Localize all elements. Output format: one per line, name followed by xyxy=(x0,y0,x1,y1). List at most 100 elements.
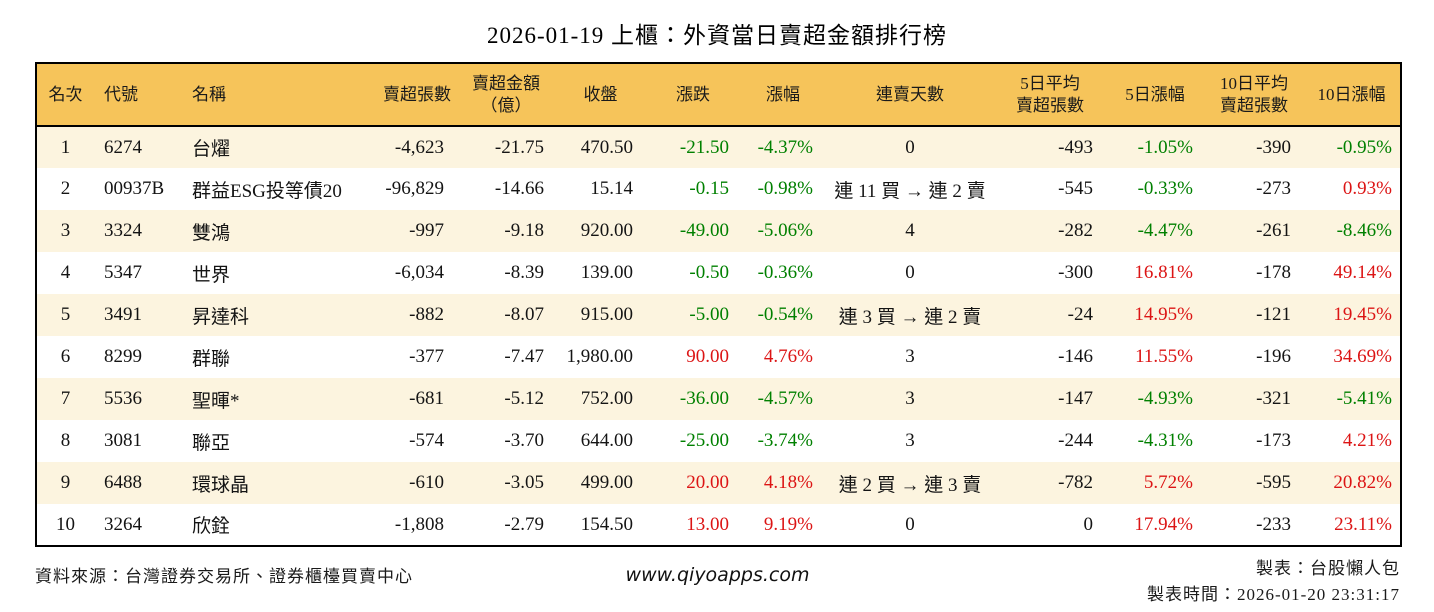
cell-change: -36.00 xyxy=(679,388,729,409)
col-header-code: 代號 xyxy=(94,63,186,127)
cell-rank: 1 xyxy=(60,136,71,158)
cell-avg5: -282 xyxy=(1058,220,1093,241)
cell-avg10: -261 xyxy=(1256,220,1291,241)
cell-close: 499.00 xyxy=(580,472,633,493)
cell-sell-volume: -96,829 xyxy=(385,178,444,199)
cell-change-pct: 4.76% xyxy=(763,346,813,367)
cell-avg10: -390 xyxy=(1256,136,1291,158)
cell-avg5: -545 xyxy=(1058,178,1093,199)
cell-change-pct: -4.57% xyxy=(757,388,813,409)
cell-sell-volume: -882 xyxy=(409,304,444,325)
cell-close: 470.50 xyxy=(580,136,633,158)
cell-sell-volume: -681 xyxy=(409,388,444,409)
cell-code: 6274 xyxy=(104,136,142,158)
cell-name: 環球晶 xyxy=(192,474,250,496)
cell-sell-volume: -6,034 xyxy=(394,262,444,283)
cell-change-pct: -3.74% xyxy=(757,430,813,451)
cell-change: -0.50 xyxy=(689,262,729,283)
col-header-change: 漲跌 xyxy=(645,63,741,127)
table-row: 1 6274 台燿 -4,623 -21.75 470.50 -21.50 -4.37% 0 -4… xyxy=(36,126,1401,168)
table-header: 名次 代號 名稱 賣超張數 賣超金額 （億） 收盤 漲跌 漲幅 連賣天數 5日平… xyxy=(36,63,1401,127)
cell-sell-amount: -8.39 xyxy=(504,262,544,283)
cell-pct10: 23.11% xyxy=(1334,513,1392,535)
cell-avg10: -595 xyxy=(1256,472,1291,493)
cell-sell-amount: -7.47 xyxy=(504,346,544,367)
cell-name: 聯亞 xyxy=(192,432,231,454)
cell-close: 139.00 xyxy=(580,262,633,283)
cell-pct5: 5.72% xyxy=(1143,472,1193,493)
col-header-change-pct: 漲幅 xyxy=(741,63,825,127)
cell-code: 3264 xyxy=(104,513,142,535)
cell-sell-volume: -574 xyxy=(409,430,444,451)
cell-pct5: -0.33% xyxy=(1137,178,1193,199)
cell-sell-volume: -1,808 xyxy=(394,513,444,535)
cell-sell-volume: -610 xyxy=(409,472,444,493)
cell-pct10: 20.82% xyxy=(1333,472,1392,493)
cell-pct10: 0.93% xyxy=(1342,178,1392,199)
cell-sell-amount: -2.79 xyxy=(504,513,544,535)
cell-avg10: -173 xyxy=(1256,430,1291,451)
cell-pct10: 4.21% xyxy=(1342,430,1392,451)
cell-name: 世界 xyxy=(192,264,231,286)
cell-code: 5347 xyxy=(104,262,142,283)
cell-avg5: -300 xyxy=(1058,262,1093,283)
table-row: 2 00937B 群益ESG投等債20 -96,829 -14.66 15.14 -0.15… xyxy=(36,168,1401,210)
cell-rank: 4 xyxy=(60,262,71,283)
cell-change: -49.00 xyxy=(679,220,729,241)
cell-streak: 3 xyxy=(905,430,915,451)
cell-change-pct: -0.98% xyxy=(757,178,813,199)
cell-code: 6488 xyxy=(104,472,142,493)
cell-change: -21.50 xyxy=(679,136,729,158)
cell-change-pct: -5.06% xyxy=(757,220,813,241)
col-header-avg10: 10日平均 賣超張數 xyxy=(1205,63,1303,127)
cell-avg10: -178 xyxy=(1256,262,1291,283)
cell-rank: 6 xyxy=(60,346,71,367)
page-title: 2026-01-19 上櫃：外資當日賣超金額排行榜 xyxy=(486,23,948,48)
cell-close: 752.00 xyxy=(580,388,633,409)
cell-code: 3324 xyxy=(104,220,142,241)
cell-close: 154.50 xyxy=(580,513,633,535)
cell-streak: 0 xyxy=(905,136,915,158)
cell-sell-volume: -997 xyxy=(409,220,444,241)
cell-sell-amount: -21.75 xyxy=(494,136,544,158)
cell-name: 昇達科 xyxy=(192,306,250,328)
cell-pct10: -8.46% xyxy=(1336,220,1392,241)
cell-change: 13.00 xyxy=(686,513,729,535)
table-row: 9 6488 環球晶 -610 -3.05 499.00 20.00 4.18% 連 2 買 →… xyxy=(36,462,1401,504)
cell-avg5: -782 xyxy=(1058,472,1093,493)
cell-pct10: -5.41% xyxy=(1336,388,1392,409)
cell-change: -25.00 xyxy=(679,430,729,451)
data-source-note: 資料來源：台灣證券交易所、證券櫃檯買賣中心 xyxy=(35,567,413,586)
cell-avg5: -147 xyxy=(1058,388,1093,409)
credit-author: 製表：台股懶人包 xyxy=(1256,559,1400,578)
cell-streak: 連 11 買 → 連 2 賣 xyxy=(834,180,986,202)
cell-streak: 0 xyxy=(905,262,915,283)
col-header-rank: 名次 xyxy=(36,63,94,127)
cell-rank: 7 xyxy=(60,388,71,409)
cell-close: 915.00 xyxy=(580,304,633,325)
cell-pct5: -4.93% xyxy=(1137,388,1193,409)
cell-close: 1,980.00 xyxy=(566,346,634,367)
credit-timestamp: 製表時間：2026-01-20 23:31:17 xyxy=(1146,585,1400,605)
cell-avg5: 0 xyxy=(1083,513,1094,535)
cell-avg10: -121 xyxy=(1256,304,1291,325)
cell-pct10: 49.14% xyxy=(1333,262,1392,283)
cell-change: 20.00 xyxy=(686,472,729,493)
cell-avg10: -233 xyxy=(1256,513,1291,535)
table-row: 10 3264 欣銓 -1,808 -2.79 154.50 13.00 9.19% 0 0 17.… xyxy=(36,504,1401,546)
cell-pct10: -0.95% xyxy=(1336,136,1392,158)
cell-change: -0.15 xyxy=(689,178,729,199)
cell-rank: 9 xyxy=(60,472,71,493)
cell-rank: 8 xyxy=(60,430,71,451)
cell-code: 5536 xyxy=(104,388,142,409)
table-row: 5 3491 昇達科 -882 -8.07 915.00 -5.00 -0.54% 連 3 買 … xyxy=(36,294,1401,336)
cell-name: 雙鴻 xyxy=(192,222,231,244)
cell-rank: 2 xyxy=(60,178,71,199)
cell-avg5: -493 xyxy=(1058,136,1093,158)
website-link[interactable]: www.qiyoapps.com xyxy=(625,564,810,586)
cell-pct5: -1.05% xyxy=(1137,136,1193,158)
cell-sell-amount: -3.70 xyxy=(504,430,544,451)
cell-close: 644.00 xyxy=(580,430,633,451)
cell-code: 3491 xyxy=(104,304,142,325)
